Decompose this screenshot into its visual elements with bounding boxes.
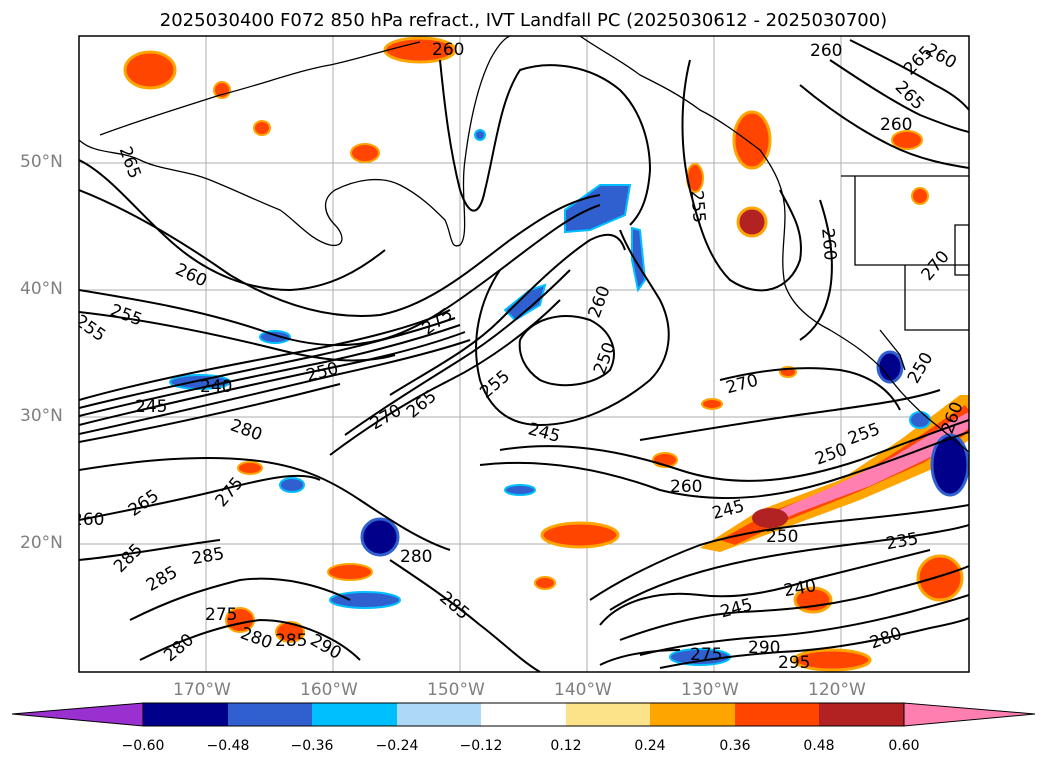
colorbar-bin: [819, 703, 904, 726]
colorbar-tick: 0.48: [803, 738, 835, 754]
contour-label: 255: [686, 190, 709, 224]
contour-label: 290: [748, 638, 780, 658]
colorbar: [11, 702, 1036, 727]
contour-label: 260: [72, 510, 104, 530]
contour-label: 260: [817, 227, 840, 261]
colorbar-bin: [397, 703, 481, 726]
contour-label: 260: [880, 115, 912, 135]
contour-label: 260: [432, 40, 464, 60]
colorbar-tick: 0.36: [719, 738, 751, 754]
contour-label: 285: [275, 631, 307, 651]
colorbar-bin: [228, 703, 312, 726]
lat-label-40n: 40°N: [20, 279, 63, 299]
colorbar-tick: −0.36: [290, 738, 334, 754]
colorbar-bin: [312, 703, 397, 726]
colorbar-tick: −0.60: [121, 738, 165, 754]
lon-label-150w: 150°W: [427, 680, 485, 700]
colorbar-bin: [481, 703, 566, 726]
lon-label-160w: 160°W: [300, 680, 358, 700]
contour-label: 240: [200, 377, 232, 397]
map-title: 2025030400 F072 850 hPa refract., IVT La…: [159, 10, 888, 31]
colorbar-tick: −0.12: [459, 738, 503, 754]
lat-label-50n: 50°N: [20, 152, 63, 172]
colorbar-tick: −0.24: [375, 738, 419, 754]
contour-label: 280: [400, 547, 432, 567]
refractivity-contours: [79, 39, 969, 672]
colorbar-bin: [143, 703, 228, 726]
lon-label-170w: 170°W: [173, 680, 231, 700]
lat-label-20n: 20°N: [20, 533, 63, 553]
lon-label-130w: 130°W: [681, 680, 739, 700]
contour-label: 260: [670, 477, 702, 497]
contour-label: 295: [778, 653, 810, 673]
lon-label-140w: 140°W: [554, 680, 612, 700]
colorbar-tick: 0.12: [550, 738, 582, 754]
lon-label-120w: 120°W: [808, 680, 866, 700]
colorbar-bin: [735, 703, 819, 726]
colorbar-under-arrow: [11, 702, 144, 727]
colorbar-tick: 0.24: [634, 738, 666, 754]
colorbar-tick: 0.60: [888, 738, 920, 754]
contour-label: 260: [810, 41, 842, 61]
coastline: [79, 36, 969, 453]
contour-label: 275: [690, 645, 722, 665]
colorbar-bin: [650, 703, 735, 726]
colorbar-tick: −0.48: [206, 738, 250, 754]
map-background: [79, 36, 969, 672]
lat-label-30n: 30°N: [20, 406, 63, 426]
graticule: [79, 36, 969, 672]
positive-pc-shading: [123, 36, 969, 672]
colorbar-bin: [566, 703, 650, 726]
contour-label: 275: [205, 605, 237, 625]
negative-pc-shading: [169, 129, 969, 666]
contour-label: 245: [135, 397, 167, 417]
colorbar-over-arrow: [903, 702, 1036, 727]
map-frame: [78, 35, 970, 673]
contour-label: 250: [766, 527, 798, 547]
